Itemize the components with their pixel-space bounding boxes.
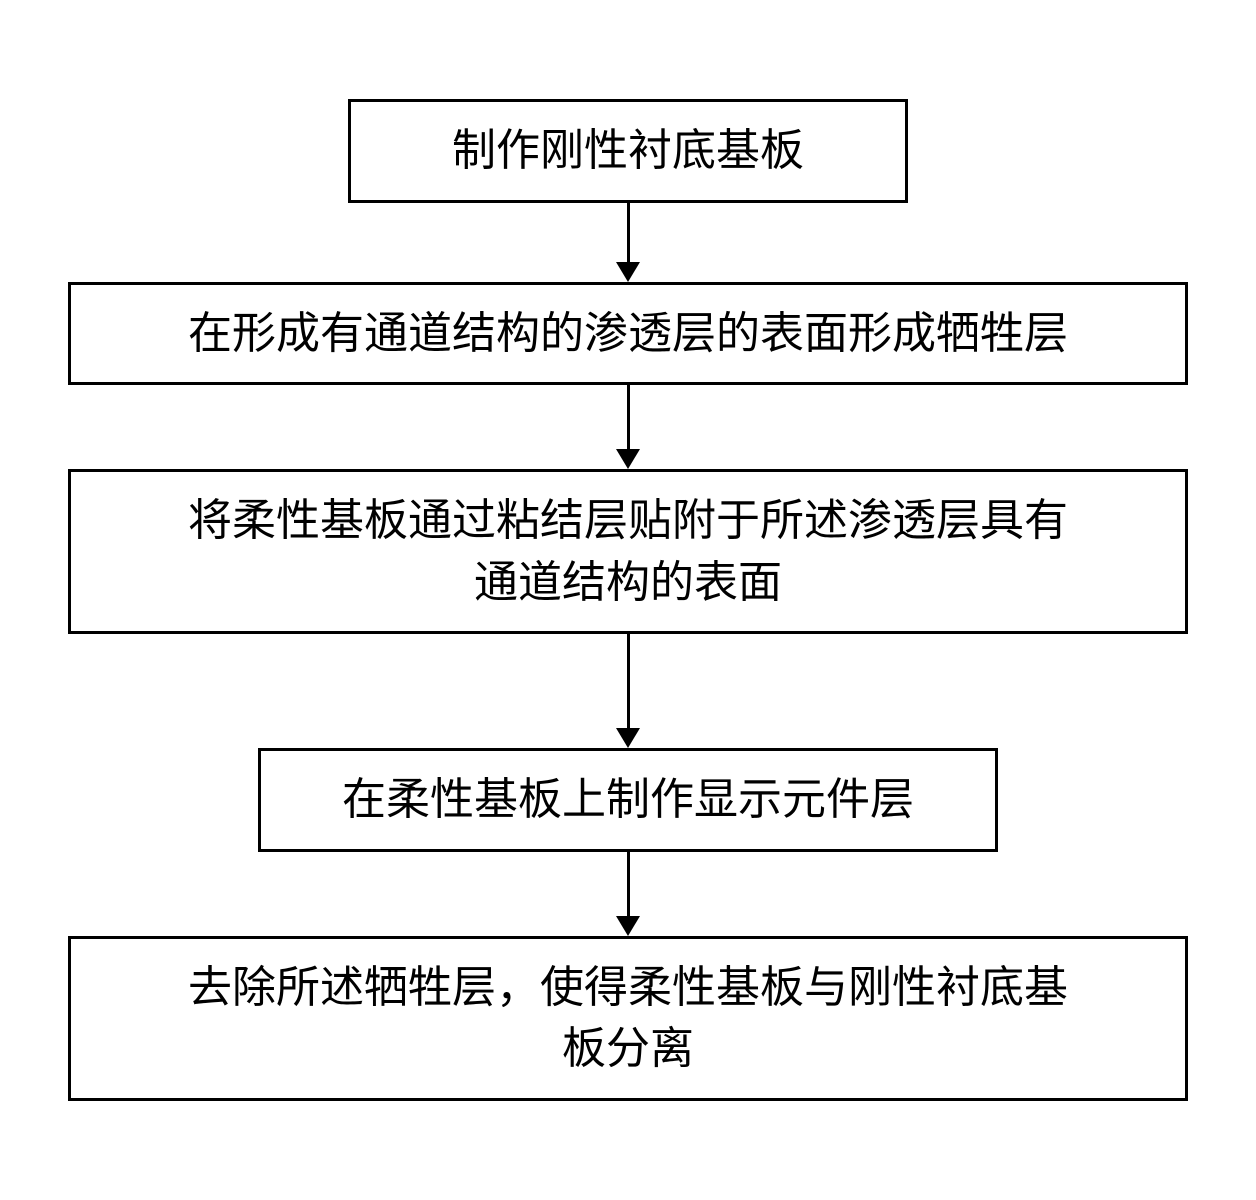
step-text-2: 在形成有通道结构的渗透层的表面形成牺牲层 bbox=[188, 303, 1068, 365]
arrow-head-1 bbox=[616, 262, 640, 282]
step-text-1: 制作刚性衬底基板 bbox=[452, 120, 804, 182]
arrow-1 bbox=[616, 203, 640, 282]
step-text-3: 将柔性基板通过粘结层贴附于所述渗透层具有 通道结构的表面 bbox=[188, 490, 1068, 613]
arrow-3 bbox=[616, 634, 640, 748]
arrow-head-4 bbox=[616, 916, 640, 936]
arrow-4 bbox=[616, 852, 640, 936]
arrow-2 bbox=[616, 385, 640, 469]
step-text-4: 在柔性基板上制作显示元件层 bbox=[342, 769, 914, 831]
step-box-2: 在形成有通道结构的渗透层的表面形成牺牲层 bbox=[68, 282, 1188, 386]
arrow-line-4 bbox=[627, 852, 630, 917]
arrow-line-1 bbox=[627, 203, 630, 263]
arrow-head-2 bbox=[616, 449, 640, 469]
step-box-4: 在柔性基板上制作显示元件层 bbox=[258, 748, 998, 852]
step-text-5: 去除所述牺牲层，使得柔性基板与刚性衬底基 板分离 bbox=[188, 957, 1068, 1080]
step-box-1: 制作刚性衬底基板 bbox=[348, 99, 908, 203]
flowchart-container: 制作刚性衬底基板 在形成有通道结构的渗透层的表面形成牺牲层 将柔性基板通过粘结层… bbox=[0, 99, 1256, 1101]
step-box-5: 去除所述牺牲层，使得柔性基板与刚性衬底基 板分离 bbox=[68, 936, 1188, 1101]
arrow-line-3 bbox=[627, 634, 630, 729]
arrow-head-3 bbox=[616, 728, 640, 748]
arrow-line-2 bbox=[627, 385, 630, 450]
step-box-3: 将柔性基板通过粘结层贴附于所述渗透层具有 通道结构的表面 bbox=[68, 469, 1188, 634]
